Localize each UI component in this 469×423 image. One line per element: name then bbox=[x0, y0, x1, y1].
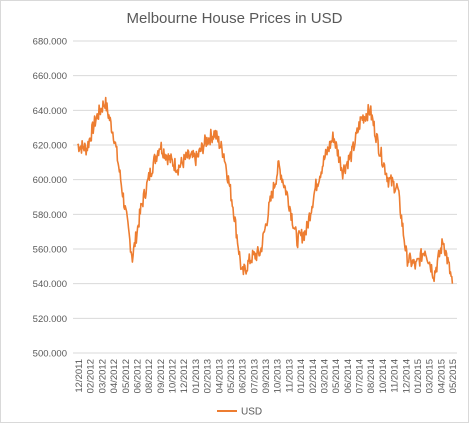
x-tick-label: 05/2012 bbox=[121, 359, 132, 393]
series-line-usd bbox=[76, 96, 454, 284]
x-tick-label: 11/2013 bbox=[284, 359, 295, 393]
x-tick-label: 07/2014 bbox=[355, 359, 366, 393]
x-tick-label: 05/2014 bbox=[331, 359, 342, 393]
legend: USD bbox=[217, 407, 262, 418]
x-tick-label: 09/2013 bbox=[261, 359, 272, 393]
x-tick-label: 02/2012 bbox=[86, 359, 97, 393]
x-tick-label: 12/2012 bbox=[179, 359, 190, 393]
x-tick-label: 01/2013 bbox=[191, 359, 202, 393]
y-tick-label: 660.000 bbox=[33, 71, 67, 82]
legend-label: USD bbox=[241, 407, 262, 418]
x-tick-label: 03/2014 bbox=[319, 359, 330, 393]
y-tick-label: 500.000 bbox=[33, 349, 67, 360]
x-tick-label: 11/2014 bbox=[390, 359, 401, 393]
y-tick-label: 680.000 bbox=[33, 37, 67, 48]
x-tick-label: 06/2014 bbox=[343, 359, 354, 393]
series-group bbox=[76, 96, 454, 284]
y-tick-label: 520.000 bbox=[33, 314, 67, 325]
x-tick-label: 04/2012 bbox=[109, 359, 120, 393]
y-tick-label: 540.000 bbox=[33, 279, 67, 290]
x-tick-label: 06/2012 bbox=[132, 359, 143, 393]
x-tick-label: 06/2013 bbox=[238, 359, 249, 393]
x-tick-label: 05/2013 bbox=[226, 359, 237, 393]
x-tick-label: 02/2013 bbox=[203, 359, 214, 393]
x-tick-label: 01/2015 bbox=[413, 359, 424, 393]
x-tick-label: 12/2014 bbox=[401, 359, 412, 393]
x-tick-label: 09/2012 bbox=[156, 359, 167, 393]
x-axis-ticks: 12/2011 02/2012 03/2012 04/2012 05/2012 06/20… bbox=[74, 359, 459, 393]
x-tick-label: 08/2012 bbox=[144, 359, 155, 393]
x-tick-label: 10/2012 bbox=[168, 359, 179, 393]
y-tick-label: 620.000 bbox=[33, 141, 67, 152]
chart-title: Melbourne House Prices in USD bbox=[126, 10, 343, 27]
x-tick-label: 01/2014 bbox=[296, 359, 307, 393]
x-tick-label: 08/2014 bbox=[366, 359, 377, 393]
y-tick-label: 580.000 bbox=[33, 210, 67, 221]
x-tick-label: 03/2015 bbox=[425, 359, 436, 393]
y-tick-label: 640.000 bbox=[33, 106, 67, 117]
x-tick-label: 04/2013 bbox=[214, 359, 225, 393]
x-tick-label: 10/2014 bbox=[378, 359, 389, 393]
x-tick-label: 07/2013 bbox=[249, 359, 260, 393]
x-tick-label: 12/2011 bbox=[74, 359, 85, 393]
x-tick-label: 04/2015 bbox=[436, 359, 447, 393]
x-tick-label: 05/2015 bbox=[448, 359, 459, 393]
x-tick-label: 02/2014 bbox=[308, 359, 319, 393]
x-tick-label: 03/2012 bbox=[97, 359, 108, 393]
y-tick-label: 600.000 bbox=[33, 175, 67, 186]
gridlines bbox=[73, 40, 457, 354]
x-tick-label: 10/2013 bbox=[273, 359, 284, 393]
y-axis-ticks: 500.000 520.000 540.000 560.000 580.000 600.0… bbox=[33, 37, 67, 360]
y-tick-label: 560.000 bbox=[33, 245, 67, 256]
